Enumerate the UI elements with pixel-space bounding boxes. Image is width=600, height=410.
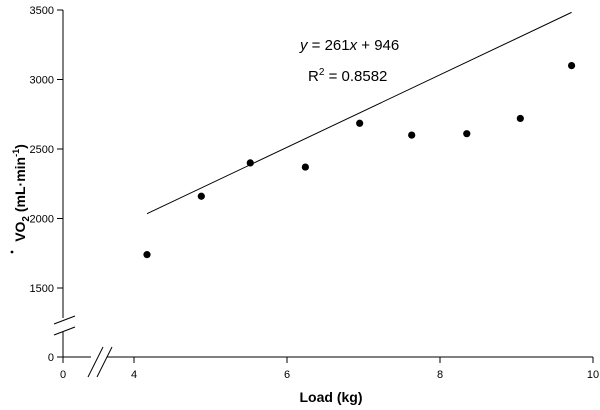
y-tick-label: 3000 (30, 75, 54, 87)
x-tick-label: 10 (587, 369, 599, 381)
y-tick-label: 2500 (30, 144, 54, 156)
data-point (516, 114, 524, 123)
y-axis-break-mark (53, 326, 76, 336)
x-axis-title: Load (kg) (300, 389, 363, 405)
data-point (567, 62, 576, 70)
x-axis-break-marks (87, 346, 113, 378)
trendline-group (146, 11, 572, 215)
trendline (146, 11, 572, 215)
y-tick-label: 1500 (30, 283, 54, 295)
x-tick-label: 0 (60, 369, 66, 381)
y-axis-title: VO2 (mL·min-1) (10, 144, 32, 254)
data-point (197, 192, 205, 200)
y-axis-break-marks (53, 315, 76, 336)
svg-text:VO2 (mL·min-1): VO2 (mL·min-1) (11, 144, 32, 242)
data-point (356, 119, 364, 127)
data-point (408, 131, 416, 139)
y-tick-label: 3500 (30, 5, 54, 17)
x-tick-label: 8 (437, 369, 443, 381)
data-points (143, 62, 576, 259)
data-point (246, 159, 254, 167)
data-point (301, 163, 309, 171)
x-tick-label: 4 (131, 369, 137, 381)
x-ticks: 0 4 6 8 10 (60, 357, 599, 381)
y-tick-label: 2000 (30, 214, 54, 226)
x-axis-break-mark (96, 346, 113, 378)
axes (53, 10, 593, 378)
y-ticks: 0 1500 2000 2500 3000 3500 (30, 5, 63, 364)
x-axis-break-mark (87, 346, 104, 378)
r-squared-label: R2 = 0.8582 (308, 67, 387, 85)
y-axis-title-dot (10, 250, 14, 254)
x-tick-label: 6 (284, 369, 290, 381)
regression-equation: y = 261x + 946 (299, 37, 399, 54)
y-tick-label: 0 (48, 352, 54, 364)
data-point (143, 251, 151, 259)
data-point (463, 130, 471, 138)
y-axis-break-mark (53, 315, 76, 325)
